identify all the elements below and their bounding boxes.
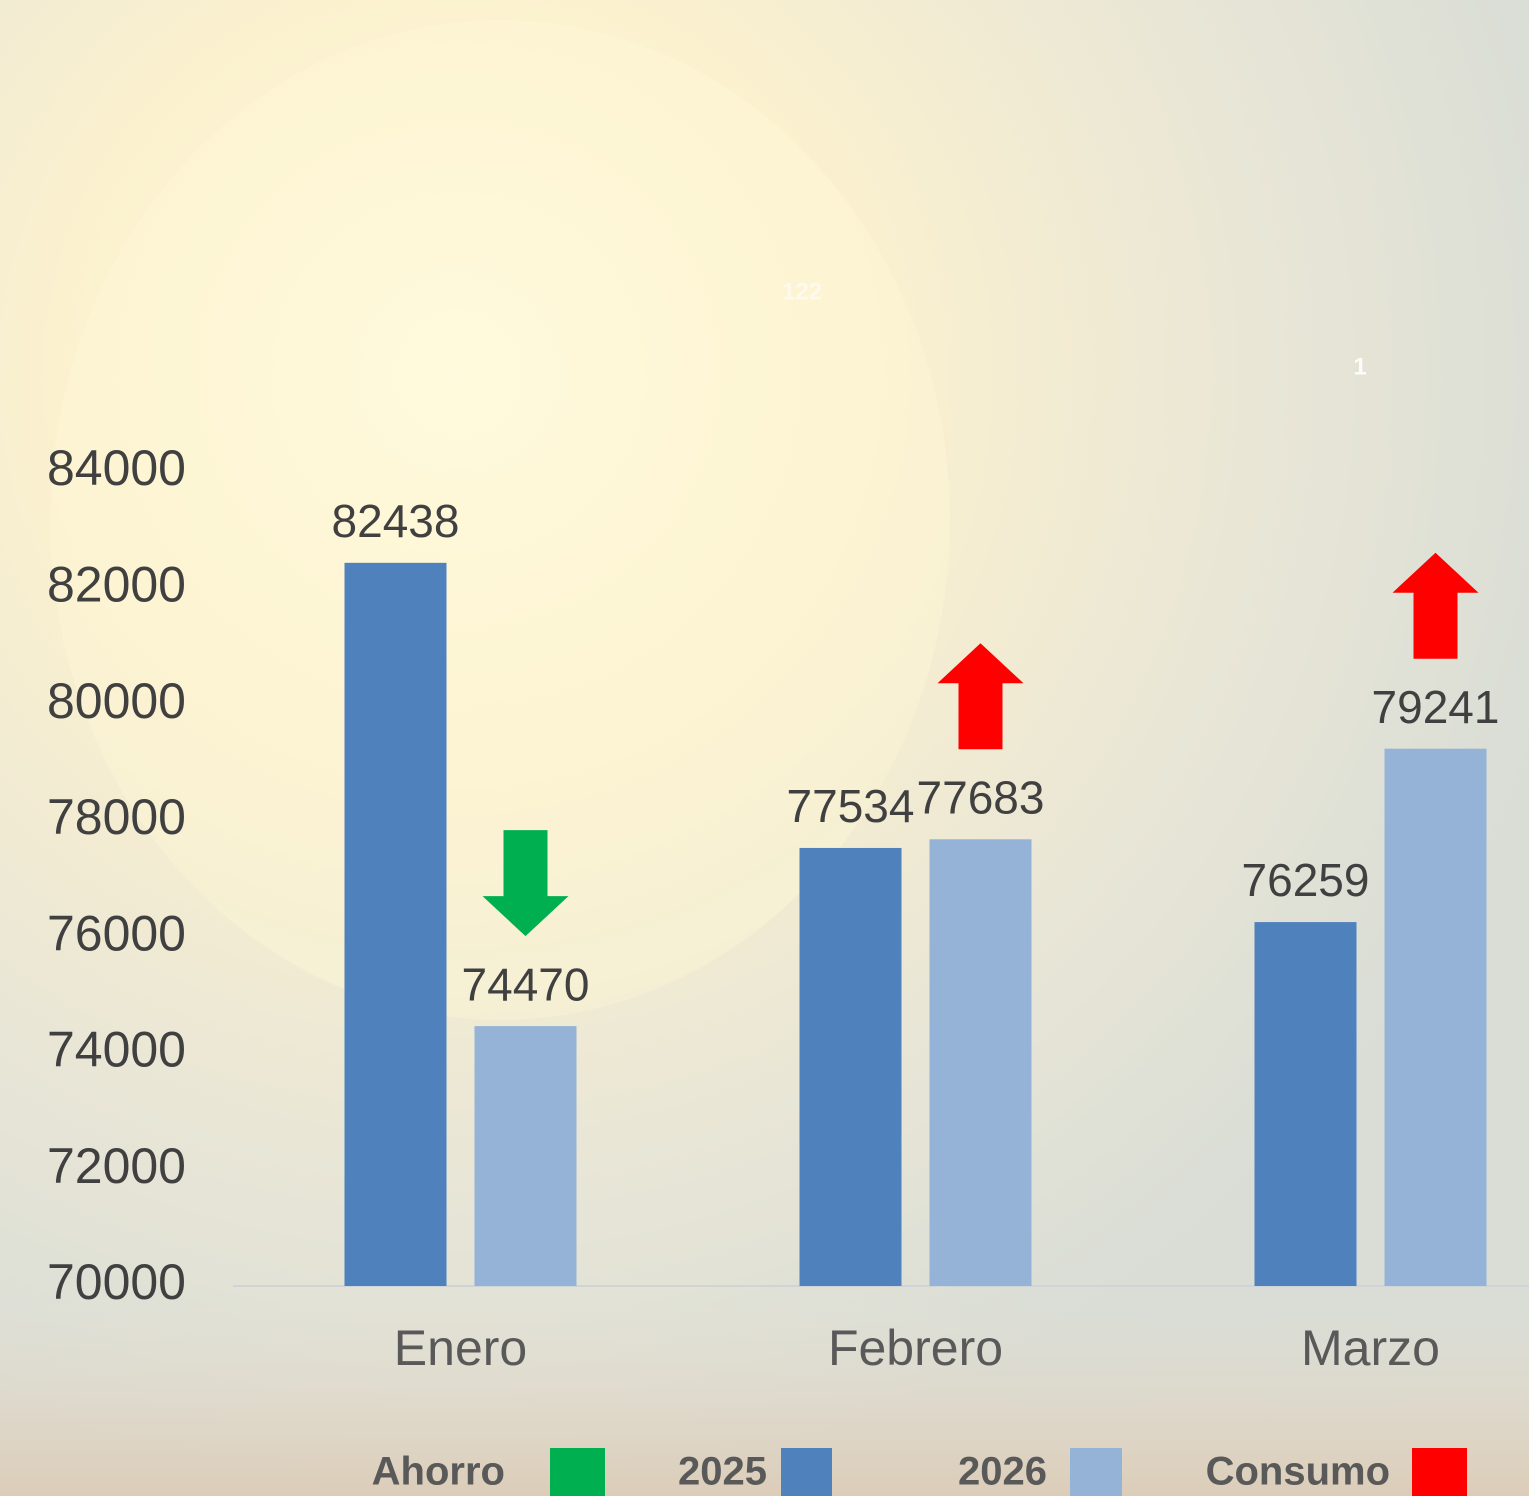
y-tick-label: 84000 bbox=[47, 440, 186, 496]
x-tick-label: Enero bbox=[394, 1320, 527, 1376]
bar bbox=[800, 848, 902, 1286]
legend-label: 2025 bbox=[678, 1450, 767, 1494]
data-label: 76259 bbox=[1242, 854, 1370, 906]
y-tick-label: 78000 bbox=[47, 789, 186, 845]
legend-label: Ahorro bbox=[372, 1450, 505, 1494]
y-tick-label: 82000 bbox=[47, 556, 186, 612]
x-tick-label: Marzo bbox=[1301, 1320, 1440, 1376]
data-label: 77534 bbox=[787, 780, 915, 832]
bar bbox=[1255, 922, 1357, 1286]
legend-swatch bbox=[550, 1448, 605, 1496]
bar bbox=[475, 1026, 577, 1286]
legend-label: 2026 bbox=[958, 1450, 1047, 1494]
chart: 122 1 70000 72000 74000 76000 78000 80000 8200… bbox=[0, 0, 1529, 1496]
legend-swatch bbox=[1412, 1448, 1467, 1496]
y-tick-label: 80000 bbox=[47, 673, 186, 729]
data-label: 74470 bbox=[462, 958, 590, 1010]
bar bbox=[1385, 749, 1487, 1286]
data-label: 77683 bbox=[917, 771, 1045, 823]
page: 122 1 70000 72000 74000 76000 78000 80000 8200… bbox=[0, 0, 1529, 1496]
x-tick-label: Febrero bbox=[828, 1320, 1003, 1376]
annotation: 122 bbox=[782, 278, 822, 305]
y-tick-label: 74000 bbox=[47, 1022, 186, 1078]
annotation: 1 bbox=[1353, 353, 1366, 380]
data-label: 79241 bbox=[1372, 681, 1500, 733]
legend-swatch bbox=[781, 1448, 832, 1496]
bar bbox=[345, 563, 447, 1286]
legend-label: Consumo bbox=[1206, 1450, 1390, 1494]
y-tick-label: 72000 bbox=[47, 1138, 186, 1194]
legend-swatch bbox=[1070, 1448, 1122, 1496]
data-label: 82438 bbox=[332, 495, 460, 547]
bar bbox=[930, 839, 1032, 1286]
y-tick-label: 70000 bbox=[47, 1254, 186, 1310]
y-tick-label: 76000 bbox=[47, 905, 186, 961]
